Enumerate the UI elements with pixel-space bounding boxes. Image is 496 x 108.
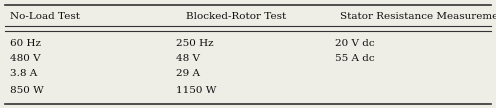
Text: Blocked-Rotor Test: Blocked-Rotor Test (186, 12, 286, 21)
Text: No-Load Test: No-Load Test (10, 12, 80, 21)
Text: 3.8 A: 3.8 A (10, 69, 37, 79)
Text: 60 Hz: 60 Hz (10, 39, 41, 48)
Text: Stator Resistance Measurement: Stator Resistance Measurement (340, 12, 496, 21)
Text: 480 V: 480 V (10, 54, 41, 63)
Text: 1150 W: 1150 W (176, 86, 216, 95)
Text: 850 W: 850 W (10, 86, 44, 95)
Text: 29 A: 29 A (176, 69, 200, 79)
Text: 55 A dc: 55 A dc (335, 54, 374, 63)
Text: 250 Hz: 250 Hz (176, 39, 214, 48)
Text: 48 V: 48 V (176, 54, 200, 63)
Text: 20 V dc: 20 V dc (335, 39, 374, 48)
